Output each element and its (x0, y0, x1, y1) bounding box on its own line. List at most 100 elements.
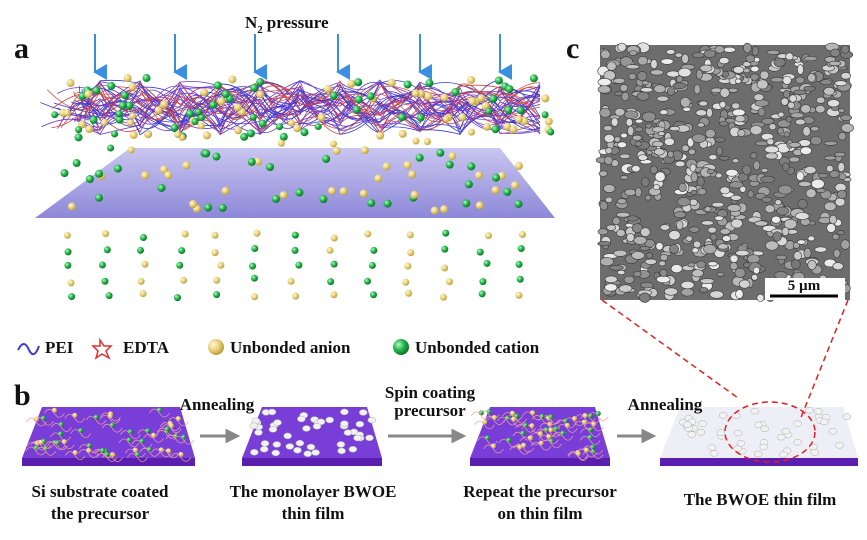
anion (144, 130, 153, 139)
anion (126, 119, 134, 127)
grain (644, 258, 657, 265)
cation (115, 115, 124, 124)
grain (815, 188, 827, 193)
cation (78, 428, 84, 434)
grain (714, 136, 726, 143)
cation (370, 246, 378, 254)
grain (645, 122, 653, 129)
panel-letter: b (14, 379, 31, 412)
cation (517, 244, 525, 252)
grain (620, 132, 628, 139)
grain (830, 48, 841, 58)
cation (98, 261, 106, 269)
grain (729, 261, 738, 271)
grain (677, 67, 692, 78)
grain (603, 184, 616, 193)
grain (629, 50, 638, 56)
grain (645, 252, 653, 259)
grain (365, 434, 374, 442)
grain (797, 199, 808, 209)
pei-chain (64, 413, 86, 423)
anion (541, 94, 550, 103)
cation (74, 133, 83, 142)
grain (764, 145, 780, 154)
grain (746, 254, 761, 264)
cation (145, 428, 151, 434)
step-caption: The monolayer BWOE (230, 482, 397, 501)
anion (328, 186, 337, 195)
cation (142, 74, 151, 83)
anion (181, 230, 189, 238)
anion (197, 122, 205, 130)
cation (60, 169, 69, 178)
panel-letter: c (566, 32, 579, 65)
cation (246, 129, 255, 138)
anion (211, 231, 219, 239)
pei-chain (574, 414, 596, 423)
cation (139, 438, 145, 444)
grain (730, 194, 742, 201)
anion (529, 423, 535, 429)
grain (343, 429, 353, 436)
grain (722, 46, 736, 53)
grain (752, 266, 760, 275)
grain (759, 70, 770, 80)
pei-chain (567, 452, 589, 461)
anion (412, 137, 420, 145)
anion (128, 82, 137, 91)
anion (514, 161, 523, 170)
grain (695, 69, 703, 80)
anion (405, 289, 413, 297)
anion (458, 113, 467, 122)
cation (295, 188, 304, 197)
grain (785, 116, 793, 123)
grain (693, 84, 701, 95)
pei-chain (82, 80, 541, 130)
pei-chain (44, 441, 66, 450)
anion (406, 231, 414, 239)
grain (759, 443, 769, 451)
pei-chain (156, 430, 177, 439)
anion (234, 126, 243, 135)
anion (132, 447, 138, 453)
grain (683, 421, 692, 428)
anion (151, 432, 157, 438)
grain (656, 275, 671, 283)
grain (800, 104, 811, 114)
cation (186, 109, 195, 118)
pei-chain (573, 420, 595, 430)
cation (354, 78, 363, 87)
grain (681, 53, 689, 64)
grain (676, 220, 684, 231)
grain (697, 188, 707, 196)
cation (103, 246, 111, 254)
grain (771, 215, 781, 224)
grain (621, 91, 630, 102)
grain (637, 71, 648, 82)
cation (279, 132, 288, 141)
grain (829, 214, 838, 225)
anion (129, 112, 137, 120)
anion (61, 439, 67, 445)
grain (340, 420, 349, 427)
pei-chain (47, 441, 68, 451)
cation (101, 277, 109, 285)
grain (696, 260, 706, 269)
cation (590, 444, 596, 450)
anion (233, 103, 242, 112)
anion (583, 447, 589, 453)
grain (793, 438, 803, 446)
grain (603, 125, 613, 132)
grain (690, 190, 698, 196)
grain (708, 154, 718, 161)
cation (366, 92, 375, 101)
anion (330, 234, 338, 242)
grain (348, 446, 358, 453)
grain (840, 72, 852, 80)
cation (503, 187, 512, 196)
grain (680, 280, 695, 290)
pei-chain (120, 430, 141, 439)
grain (367, 416, 377, 424)
grain (750, 152, 758, 159)
grain (624, 188, 637, 196)
